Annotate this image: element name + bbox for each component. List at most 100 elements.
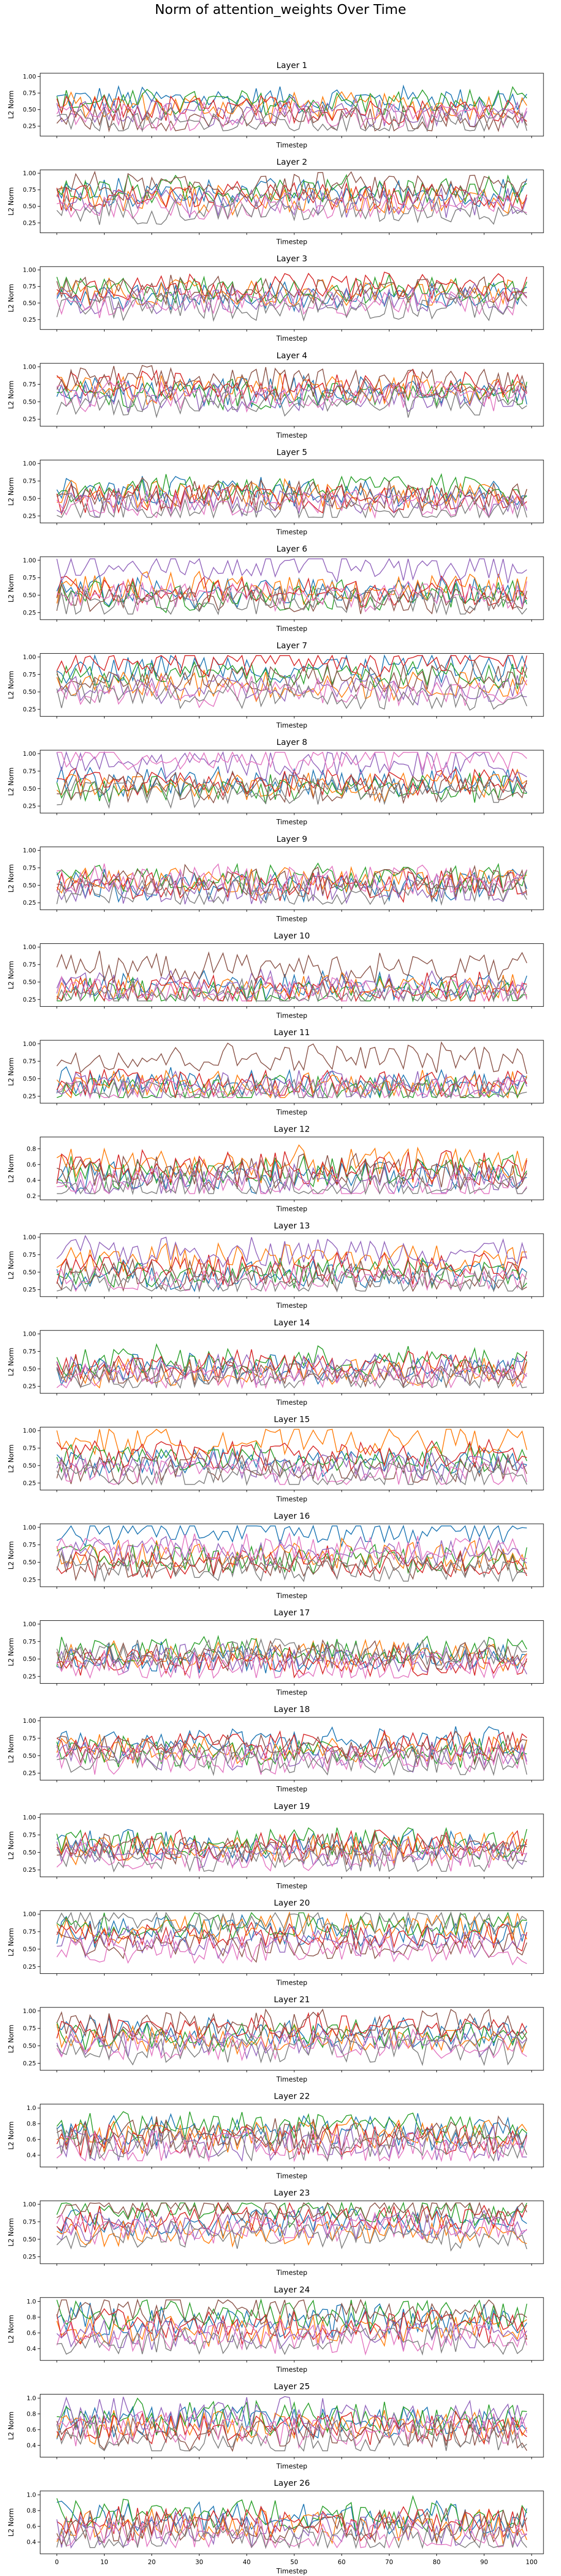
series-line [56,769,528,803]
series-line [56,1343,528,1378]
y-tick-label: 0.25 [23,899,36,906]
x-tick-label: 50 [290,2558,298,2566]
series-line [57,770,528,804]
y-tick-label: 1.00 [23,1040,36,1048]
series-line [56,97,528,128]
series-line [56,1255,528,1290]
series-line [56,1828,527,1863]
y-tick-label: 1.00 [23,1524,36,1531]
y-axis-label: L2 Norm [8,2315,15,2343]
y-tick-label: 0.25 [23,996,36,1003]
series-line [56,2124,528,2162]
x-tick-label: 20 [148,2558,156,2566]
series-line [56,1911,528,1945]
y-tick-label: 0.6 [27,2523,36,2530]
figure-title: Norm of attention_weights Over Time [155,2,406,18]
y-tick-label: 0.75 [23,1831,36,1838]
axes-frame [40,2394,544,2457]
x-axis-label: Timestep [276,335,308,343]
y-tick-label: 1.00 [23,363,36,371]
y-tick-label: 1.00 [23,73,36,80]
y-tick-label: 1.00 [23,653,36,660]
series-line [56,1911,528,1936]
x-axis-label: Timestep [276,1206,308,1214]
subplot-title: Layer 21 [274,1995,310,2004]
y-tick-label: 1.0 [27,2104,36,2112]
y-tick-label: 0.75 [23,186,36,193]
subplot-title: Layer 9 [277,834,308,844]
series-line [56,654,528,678]
x-axis-label: Timestep [276,1883,308,1890]
x-axis-label: Timestep [276,2463,308,2470]
axes-frame [40,1137,544,1201]
subplot-title: Layer 23 [274,2188,310,2198]
series-line [57,1076,527,1100]
y-tick-label: 0.75 [23,1928,36,1935]
y-tick-label: 0.25 [23,1673,36,1680]
series-line [56,2316,528,2351]
axes-frame [40,1814,544,1877]
series-line [56,1242,527,1274]
y-tick-label: 0.50 [23,300,36,307]
axes-frame [40,1040,544,1104]
series-line [56,977,528,1003]
series-line [56,575,528,610]
series-line [56,1428,528,1459]
y-tick-label: 0.75 [23,1348,36,1355]
series-line [56,2419,528,2452]
y-tick-label: 1.00 [23,1427,36,1434]
x-tick-label: 80 [433,2558,440,2566]
x-tick-label: 0 [55,2558,59,2566]
y-tick-label: 1.00 [23,1234,36,1241]
y-tick-label: 0.75 [23,1058,36,1065]
series-line [57,863,528,898]
y-tick-label: 0.50 [23,978,36,986]
y-axis-label: L2 Norm [8,1057,15,1086]
series-line [56,1524,527,1548]
y-tick-label: 0.25 [23,1480,36,1487]
subplot-title: Layer 1 [277,60,308,70]
y-tick-label: 0.25 [23,1963,36,1970]
y-tick-label: 0.25 [23,803,36,810]
y-tick-label: 0.50 [23,398,36,405]
series-line [56,2212,527,2246]
series-line [56,1075,528,1099]
series-line [56,659,528,693]
axes-frame [40,2104,544,2168]
y-tick-label: 0.75 [23,671,36,678]
series-line [56,2216,527,2248]
y-tick-label: 0.75 [23,768,36,775]
y-tick-label: 1.00 [23,750,36,757]
series-line [57,2324,528,2356]
y-tick-label: 1.00 [23,2007,36,2015]
series-line [56,483,528,516]
series-line [57,379,528,413]
x-axis-label: Timestep [276,1399,308,1407]
series-line [56,975,528,1003]
x-axis-label: Timestep [276,528,308,536]
series-line [56,2409,528,2449]
series-line [56,288,528,319]
y-tick-label: 0.4 [27,2152,36,2159]
series-line [56,488,528,519]
series-line [56,1041,528,1074]
series-line [56,2495,528,2533]
series-line [56,2298,528,2331]
y-tick-label: 1.00 [23,2201,36,2208]
subplot-title: Layer 2 [277,157,308,167]
subplot-title: Layer 4 [277,351,308,360]
series-line [56,2027,528,2062]
y-tick-label: 1.00 [23,847,36,854]
axes-frame [40,2490,544,2554]
series-line [56,1545,528,1580]
y-tick-label: 0.25 [23,316,36,323]
y-tick-label: 0.50 [23,1462,36,1469]
series-line [56,1930,528,1966]
subplot-title: Layer 6 [277,544,308,554]
subplot-title: Layer 22 [274,2091,310,2101]
series-line [57,1152,528,1192]
y-tick-label: 0.50 [23,1849,36,1856]
y-axis-label: L2 Norm [8,477,15,506]
y-tick-label: 0.25 [23,416,36,423]
